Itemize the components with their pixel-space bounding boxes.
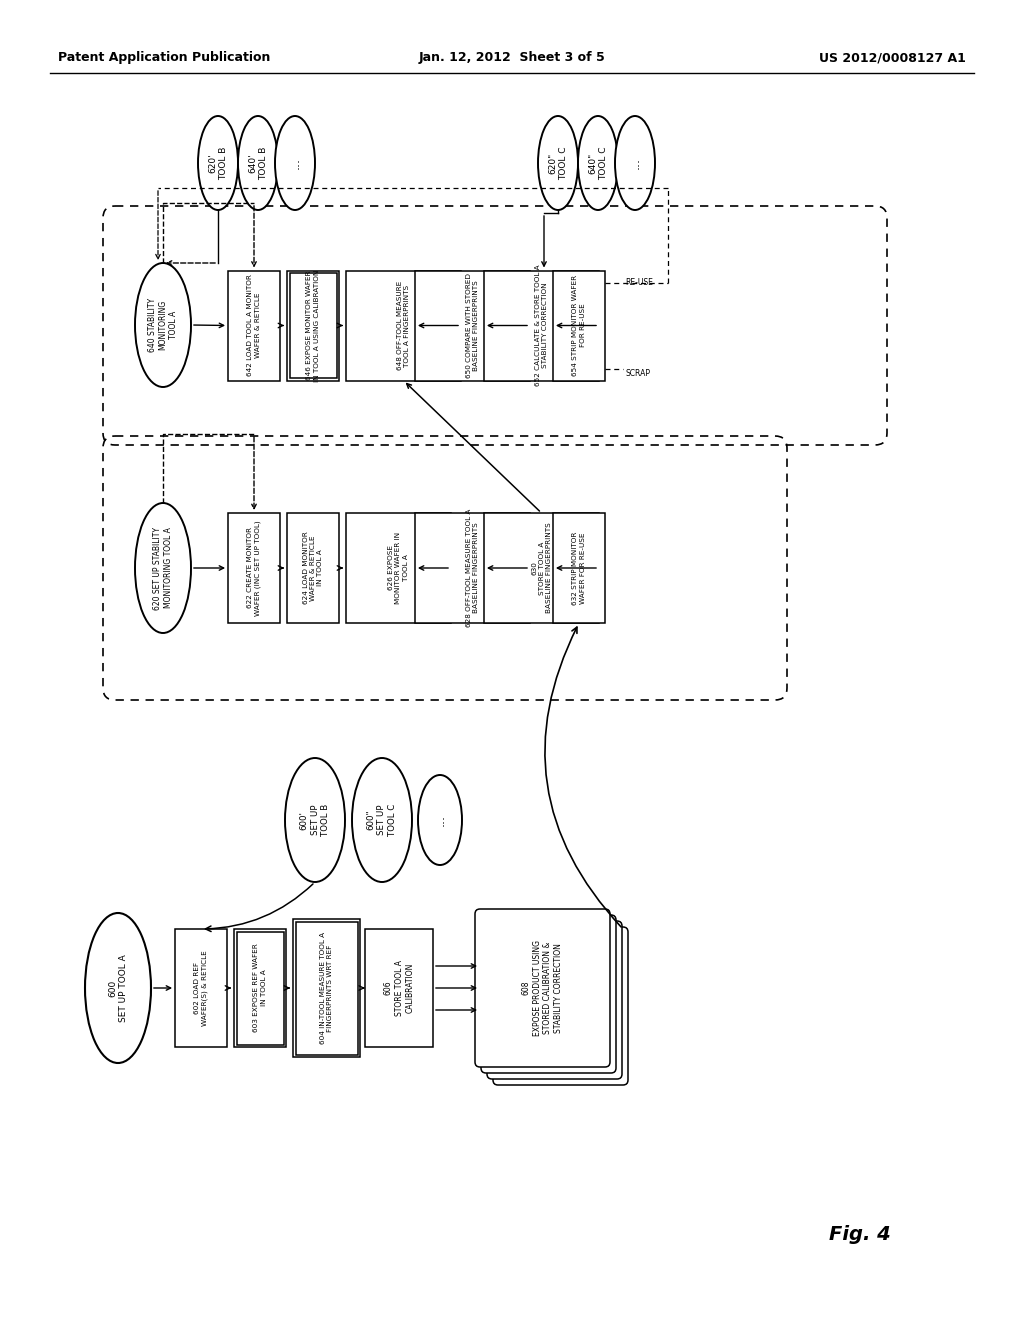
Text: 606
STORE TOOL A
CALIBRATION: 606 STORE TOOL A CALIBRATION xyxy=(384,960,415,1016)
Text: 604 IN-TOOL MEASURE TOOL A
FINGERPRINTS WRT REF: 604 IN-TOOL MEASURE TOOL A FINGERPRINTS … xyxy=(319,932,333,1044)
Text: 654 STRIP MONITOR WAFER
FOR RE-USE: 654 STRIP MONITOR WAFER FOR RE-USE xyxy=(572,275,586,376)
Bar xyxy=(553,513,605,623)
Text: 632 STRIP MONITOR
WAFER FOR RE-USE: 632 STRIP MONITOR WAFER FOR RE-USE xyxy=(572,532,586,605)
Text: 622 CREATE MONITOR
WAFER (INC SET UP TOOL): 622 CREATE MONITOR WAFER (INC SET UP TOO… xyxy=(247,520,261,616)
Bar xyxy=(365,929,433,1047)
Ellipse shape xyxy=(615,116,655,210)
Bar xyxy=(287,513,339,623)
Bar xyxy=(290,273,337,378)
Text: Fig. 4: Fig. 4 xyxy=(829,1225,891,1245)
Text: RE-USE: RE-USE xyxy=(625,279,653,286)
FancyBboxPatch shape xyxy=(481,915,616,1073)
Text: 620 SET UP STABILITY
MONITORING TOOL A: 620 SET UP STABILITY MONITORING TOOL A xyxy=(154,527,173,610)
Text: 600
SET UP TOOL A: 600 SET UP TOOL A xyxy=(109,954,128,1022)
Text: 630
STORE TOOL A
BASELINE FINGERPRINTS: 630 STORE TOOL A BASELINE FINGERPRINTS xyxy=(531,523,552,614)
Ellipse shape xyxy=(285,758,345,882)
FancyBboxPatch shape xyxy=(475,909,610,1067)
Bar xyxy=(287,271,339,380)
Text: 603 EXPOSE REF WAFER
IN TOOL A: 603 EXPOSE REF WAFER IN TOOL A xyxy=(253,944,266,1032)
Ellipse shape xyxy=(352,758,412,882)
Bar xyxy=(415,271,530,380)
Text: US 2012/0008127 A1: US 2012/0008127 A1 xyxy=(819,51,966,65)
Text: Jan. 12, 2012  Sheet 3 of 5: Jan. 12, 2012 Sheet 3 of 5 xyxy=(419,51,605,65)
Text: 620"
TOOL C: 620" TOOL C xyxy=(548,147,568,180)
Ellipse shape xyxy=(135,263,191,387)
Ellipse shape xyxy=(538,116,578,210)
Bar xyxy=(237,932,284,1044)
FancyBboxPatch shape xyxy=(493,927,628,1085)
Text: 642 LOAD TOOL A MONITOR
WAFER & RETICLE: 642 LOAD TOOL A MONITOR WAFER & RETICLE xyxy=(248,275,261,376)
Text: 640 STABILITY
MONITORING
TOOL A: 640 STABILITY MONITORING TOOL A xyxy=(147,298,178,352)
Bar xyxy=(484,513,599,623)
Text: 640'
TOOL B: 640' TOOL B xyxy=(248,147,268,180)
Text: 650 COMPARE WITH STORED
BASELINE FINGERPRINTS: 650 COMPARE WITH STORED BASELINE FINGERP… xyxy=(466,273,479,378)
Bar xyxy=(415,513,530,623)
Text: 648 OFF-TOOL MEASURE
TOOL A FINGERPRINTS: 648 OFF-TOOL MEASURE TOOL A FINGERPRINTS xyxy=(397,281,411,370)
Text: ...: ... xyxy=(289,157,301,169)
Text: Patent Application Publication: Patent Application Publication xyxy=(58,51,270,65)
Text: SCRAP: SCRAP xyxy=(625,370,650,378)
Ellipse shape xyxy=(418,775,462,865)
Bar xyxy=(228,513,280,623)
Bar xyxy=(484,271,599,380)
Text: 628 OFF-TOOL MEASURE TOOL A
BASELINE FINGERPRINTS: 628 OFF-TOOL MEASURE TOOL A BASELINE FIN… xyxy=(466,508,479,627)
Ellipse shape xyxy=(198,116,238,210)
Text: 626 EXPOSE
MONITOR WAFER IN
TOOL A: 626 EXPOSE MONITOR WAFER IN TOOL A xyxy=(388,532,409,605)
Text: 620'
TOOL B: 620' TOOL B xyxy=(208,147,228,180)
Bar xyxy=(228,271,280,380)
Text: 608
EXPOSE PRODUCT USING
STORED CALIBRATION &
STABILITY CORRECTION: 608 EXPOSE PRODUCT USING STORED CALIBRAT… xyxy=(522,940,563,1036)
Bar xyxy=(175,929,227,1047)
Text: 600"
SET UP
TOOL C: 600" SET UP TOOL C xyxy=(367,804,397,836)
Text: 646 EXPOSE MONITOR WAFER
IN TOOL A USING CALIBRATION: 646 EXPOSE MONITOR WAFER IN TOOL A USING… xyxy=(306,269,319,381)
Bar xyxy=(296,921,357,1055)
Bar xyxy=(293,919,360,1057)
Text: 602 LOAD REF
WAFER(S) & RETICLE: 602 LOAD REF WAFER(S) & RETICLE xyxy=(195,950,208,1026)
Bar xyxy=(553,271,605,380)
Ellipse shape xyxy=(578,116,618,210)
Text: 640"
TOOL C: 640" TOOL C xyxy=(588,147,608,180)
Ellipse shape xyxy=(85,913,151,1063)
Bar xyxy=(346,271,461,380)
Ellipse shape xyxy=(238,116,278,210)
Text: ...: ... xyxy=(433,814,446,826)
Bar xyxy=(234,929,286,1047)
Text: 652 CALCULATE & STORE TOOL A
STABILITY CORRECTION: 652 CALCULATE & STORE TOOL A STABILITY C… xyxy=(535,265,548,387)
FancyBboxPatch shape xyxy=(487,921,622,1078)
Bar xyxy=(346,513,451,623)
Text: ...: ... xyxy=(629,157,641,169)
Ellipse shape xyxy=(275,116,315,210)
Text: 600'
SET UP
TOOL B: 600' SET UP TOOL B xyxy=(300,804,331,836)
Text: 624 LOAD MONITOR
WAFER & RETICLE
IN TOOL A: 624 LOAD MONITOR WAFER & RETICLE IN TOOL… xyxy=(303,532,324,605)
Ellipse shape xyxy=(135,503,191,634)
